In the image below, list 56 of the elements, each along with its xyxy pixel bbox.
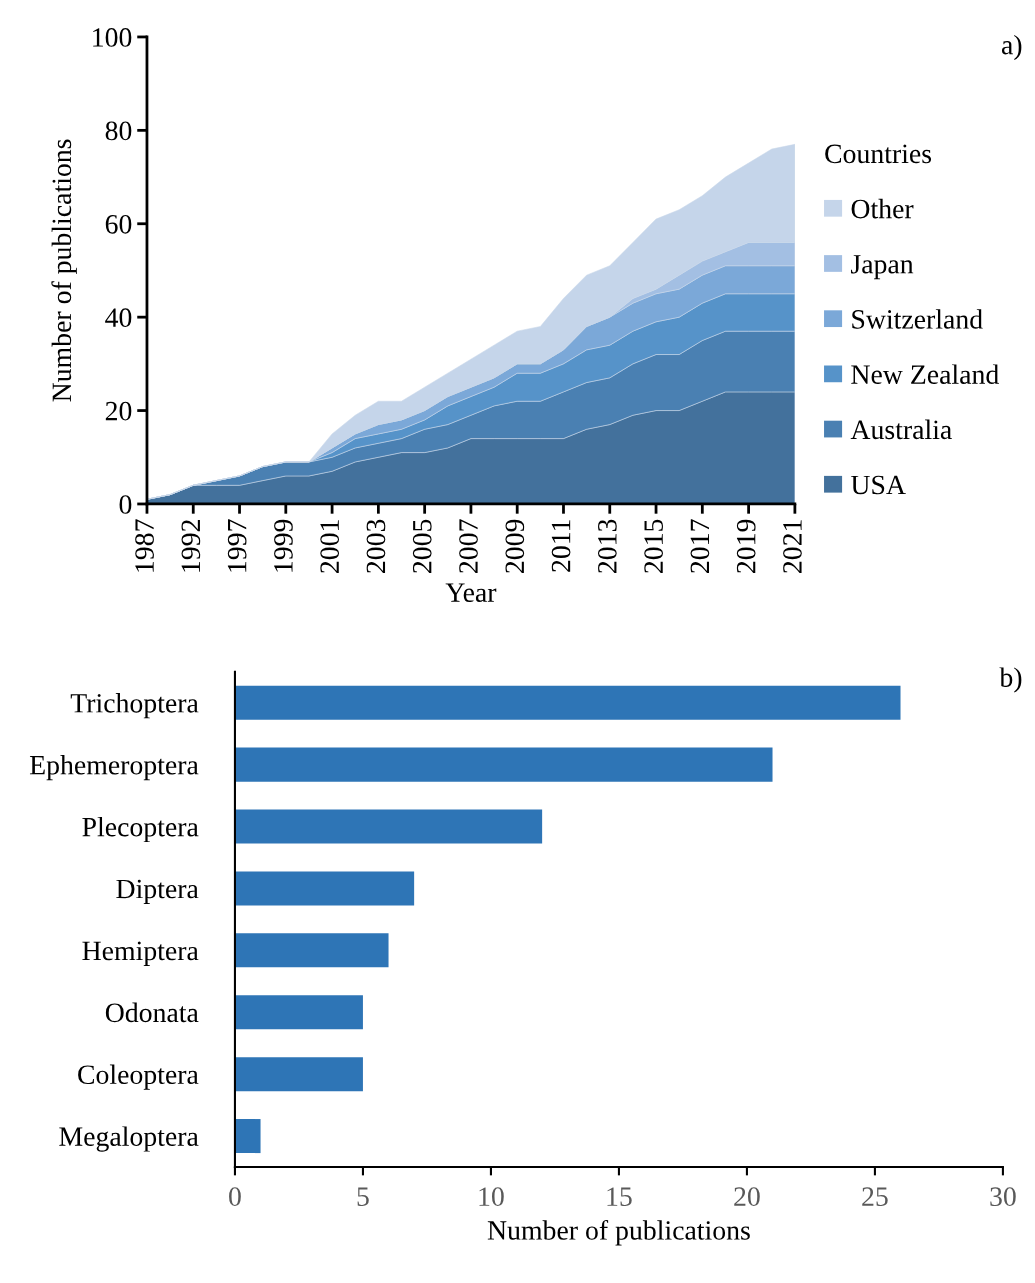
legend-label: USA [851, 475, 906, 495]
y-tick-label: Coleoptera [78, 1064, 199, 1090]
x-tick-label: 10 [479, 1187, 504, 1207]
bar [234, 685, 901, 720]
x-tick-label: 2005 [412, 519, 432, 573]
y-tick-label: 60 [105, 214, 132, 234]
x-tick-label: 25 [862, 1187, 888, 1207]
legend-title: Countries [825, 144, 932, 164]
y-tick-label: Odonata [105, 1002, 199, 1023]
y-tick-label: 0 [119, 495, 132, 514]
bar [234, 1119, 261, 1154]
y-tick-label: Diptera [116, 879, 199, 904]
x-tick-label: 2021 [783, 520, 802, 573]
y-tick-label: Megaloptera [59, 1126, 199, 1152]
annotation: b) [999, 667, 1022, 693]
x-tick-label: 2019 [736, 519, 756, 573]
legend-label: Other [851, 198, 914, 219]
x-tick-label: 2003 [366, 519, 386, 573]
x-tick-label: 5 [357, 1187, 369, 1207]
y-tick-label: Hemiptera [82, 941, 199, 966]
y-tick-label: 100 [93, 28, 132, 47]
x-tick-label: 1997 [227, 519, 247, 572]
y-tick-label: 80 [105, 121, 132, 141]
bar [234, 809, 543, 844]
y-tick-label: Trichoptera [70, 693, 199, 719]
x-tick-label: 30 [990, 1187, 1016, 1207]
x-tick-label: 2001 [320, 520, 340, 573]
x-tick-label: 1999 [274, 519, 293, 572]
x-tick-label: 2015 [644, 519, 663, 573]
text: a) [1001, 34, 1022, 61]
bar [234, 747, 773, 782]
x-tick-label: 1987 [135, 519, 154, 572]
x-tick-label: 2007 [459, 519, 478, 573]
x-tick-label: 0 [229, 1187, 241, 1207]
x-tick-label: 20 [734, 1187, 760, 1207]
legend-label: New Zealand [851, 364, 999, 384]
x-tick-label: 2017 [690, 519, 710, 573]
y-tick-label: 40 [105, 308, 132, 328]
legend-label: Australia [850, 419, 952, 440]
y-tick-label: 20 [105, 401, 132, 421]
x-tick-label: 2009 [505, 519, 525, 573]
legend-label: Japan [851, 255, 914, 280]
y-axis-title: Number of publications [51, 139, 77, 402]
bar [234, 933, 389, 968]
bar [234, 871, 415, 906]
x-axis-title: Number of publications [487, 1219, 750, 1246]
x-tick-label: 2011 [551, 520, 571, 572]
x-axis-title: Year [445, 583, 497, 602]
bar [234, 1057, 363, 1092]
y-tick-label: Plecoptera [82, 816, 199, 843]
x-tick-label: 2013 [597, 519, 617, 573]
y-tick-label: Ephemeroptera [29, 755, 199, 781]
x-tick-label: 1992 [181, 520, 201, 572]
x-tick-label: 15 [607, 1187, 632, 1207]
bar [234, 995, 363, 1030]
legend-label: Switzerland [852, 309, 983, 329]
